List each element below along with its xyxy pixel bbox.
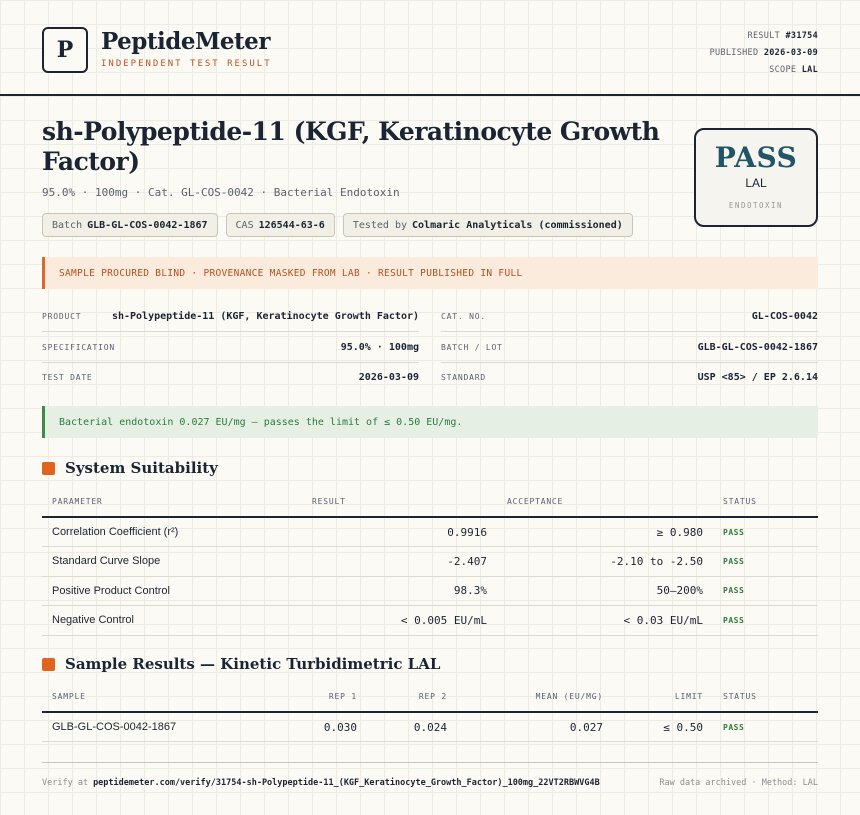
- cell-result: 98.3%: [302, 576, 497, 606]
- tested-by-chip: Tested by Colmaric Analyticals (commissio…: [342, 213, 633, 237]
- brand-logo: P: [42, 27, 88, 73]
- suitability-table: PARAMETER RESULT ACCEPTANCE STATUS Corre…: [42, 486, 818, 636]
- info-value: USP <85> / EP 2.6.14: [697, 372, 818, 383]
- cas-chip: CAS 126544-63-6: [225, 213, 335, 237]
- sample-results-table: SAMPLE REP 1 REP 2 MEAN (EU/MG) LIMIT ST…: [42, 681, 818, 742]
- cell-rep1: 0.030: [252, 712, 367, 742]
- published-label: PUBLISHED: [709, 48, 759, 58]
- batch-chip: Batch GLB-GL-COS-0042-1867: [42, 213, 218, 237]
- section-system-suitability: System Suitability: [42, 459, 218, 477]
- result-number: #31754: [785, 31, 818, 41]
- scope-label: SCOPE: [769, 65, 797, 75]
- result-meta: RESULT #31754 PUBLISHED 2026-03-09 SCOPE…: [710, 28, 818, 79]
- info-cat-no: CAT. NO. GL-COS-0042: [441, 301, 818, 332]
- col-result: RESULT: [302, 486, 497, 518]
- table-header-row: SAMPLE REP 1 REP 2 MEAN (EU/MG) LIMIT ST…: [42, 681, 818, 713]
- product-subtitle: 95.0% · 100mg · Cat. GL-COS-0042 · Bacte…: [42, 186, 400, 199]
- stamp-method: LAL: [745, 176, 767, 190]
- status-badge: PASS: [713, 712, 818, 742]
- status-badge: PASS: [713, 576, 818, 606]
- section-title: System Suitability: [65, 459, 218, 477]
- info-test-date: TEST DATE 2026-03-09: [42, 362, 419, 393]
- info-value: 2026-03-09: [358, 372, 419, 383]
- section-marker-icon: [42, 461, 55, 475]
- cell-parameter: Positive Product Control: [42, 576, 302, 606]
- report-header: P PeptideMeter INDEPENDENT TEST RESULT R…: [0, 0, 860, 96]
- cell-acceptance: -2.10 to -2.50: [497, 546, 713, 577]
- stamp-verdict: PASS: [714, 141, 798, 174]
- verdict-banner: Bacterial endotoxin 0.027 EU/mg — passes…: [42, 406, 818, 438]
- brand-tagline: INDEPENDENT TEST RESULT: [101, 59, 272, 69]
- pass-stamp: PASS LAL ENDOTOXIN: [694, 128, 818, 227]
- product-chips: Batch GLB-GL-COS-0042-1867 CAS 126544-63-6…: [42, 213, 633, 237]
- cell-mean: 0.027: [457, 712, 613, 742]
- info-standard: STANDARD USP <85> / EP 2.6.14: [441, 362, 818, 393]
- col-acceptance: ACCEPTANCE: [497, 486, 713, 518]
- chip-label: CAS: [235, 219, 254, 231]
- cell-acceptance: 50–200%: [497, 576, 713, 606]
- info-value: sh-Polypeptide-11 (KGF, Keratinocyte Gro…: [111, 310, 419, 322]
- cell-parameter: Standard Curve Slope: [42, 546, 302, 577]
- info-label: CAT. NO.: [441, 311, 486, 321]
- chip-label: Batch: [52, 219, 83, 231]
- cell-sample: GLB-GL-COS-0042-1867: [42, 712, 252, 742]
- info-value: 95.0% · 100mg: [340, 341, 419, 353]
- table-header-row: PARAMETER RESULT ACCEPTANCE STATUS: [42, 486, 818, 518]
- cell-limit: ≤ 0.50: [613, 712, 713, 742]
- info-specification: SPECIFICATION 95.0% · 100mg: [42, 332, 419, 363]
- chip-value: Colmaric Analyticals (commissioned): [412, 219, 623, 231]
- col-status: STATUS: [713, 681, 818, 713]
- cell-acceptance: < 0.03 EU/mL: [497, 605, 713, 636]
- product-title: sh-Polypeptide-11 (KGF, Keratinocyte Gro…: [42, 117, 660, 176]
- cell-result: -2.407: [302, 546, 497, 577]
- published-date: 2026-03-09: [763, 48, 818, 58]
- info-value: GL-COS-0042: [751, 310, 818, 322]
- col-rep2: REP 2: [367, 681, 457, 713]
- cell-parameter: Negative Control: [42, 605, 302, 636]
- info-batch-lot: BATCH / LOT GLB-GL-COS-0042-1867: [441, 332, 818, 363]
- table-row: Standard Curve Slope -2.407 -2.10 to -2.…: [42, 546, 818, 577]
- table-row: Positive Product Control 98.3% 50–200% P…: [42, 576, 818, 606]
- info-label: STANDARD: [441, 373, 486, 382]
- cell-parameter: Correlation Coefficient (r²): [42, 517, 302, 547]
- verify-label: Verify at: [42, 777, 89, 788]
- info-label: PRODUCT: [42, 311, 82, 321]
- chip-value: GLB-GL-COS-0042-1867: [87, 219, 208, 231]
- report-footer: Verify at peptidemeter.com/verify/31754-…: [42, 762, 818, 802]
- cell-result: < 0.005 EU/mL: [302, 605, 497, 636]
- col-sample: SAMPLE: [42, 681, 252, 713]
- blind-procurement-notice: SAMPLE PROCURED BLIND · PROVENANCE MASKE…: [42, 257, 818, 289]
- chip-value: 126544-63-6: [258, 219, 325, 231]
- scope-value: LAL: [801, 65, 818, 75]
- info-product: PRODUCT sh-Polypeptide-11 (KGF, Keratino…: [42, 301, 419, 332]
- table-row: GLB-GL-COS-0042-1867 0.030 0.024 0.027 ≤…: [42, 712, 818, 742]
- status-badge: PASS: [713, 605, 818, 636]
- col-limit: LIMIT: [613, 681, 713, 713]
- info-label: SPECIFICATION: [42, 342, 116, 352]
- cell-result: 0.9916: [302, 517, 497, 547]
- cell-acceptance: ≥ 0.980: [497, 517, 713, 547]
- col-status: STATUS: [713, 486, 818, 518]
- col-mean: MEAN (EU/MG): [457, 681, 613, 713]
- section-title: Sample Results — Kinetic Turbidimetric L…: [65, 655, 441, 673]
- cell-rep2: 0.024: [367, 712, 457, 742]
- status-badge: PASS: [713, 546, 818, 577]
- info-value: GLB-GL-COS-0042-1867: [697, 341, 818, 353]
- table-row: Negative Control < 0.005 EU/mL < 0.03 EU…: [42, 605, 818, 636]
- brand-name: PeptideMeter: [101, 28, 270, 55]
- col-rep1: REP 1: [252, 681, 367, 713]
- chip-label: Tested by: [352, 219, 408, 231]
- stamp-category: ENDOTOXIN: [728, 201, 784, 210]
- result-label: RESULT: [747, 31, 781, 41]
- footer-note: Raw data archived · Method: LAL: [659, 777, 818, 788]
- section-marker-icon: [42, 657, 55, 671]
- table-row: Correlation Coefficient (r²) 0.9916 ≥ 0.…: [42, 517, 818, 547]
- info-label: TEST DATE: [42, 373, 93, 382]
- verify-link[interactable]: peptidemeter.com/verify/31754-sh-Polypep…: [93, 777, 600, 788]
- col-parameter: PARAMETER: [42, 486, 302, 518]
- status-badge: PASS: [713, 517, 818, 547]
- section-sample-results: Sample Results — Kinetic Turbidimetric L…: [42, 655, 440, 673]
- info-label: BATCH / LOT: [441, 342, 503, 352]
